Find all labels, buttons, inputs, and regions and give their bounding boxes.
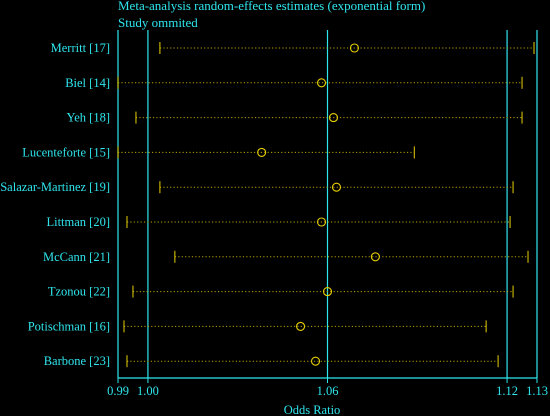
x-tick-label: 1.12: [496, 384, 518, 398]
x-tick-label: 1.00: [137, 384, 159, 398]
x-axis: 0.99 1.00 1.06 1.12 1.13: [107, 377, 548, 398]
study-label: Lucenteforte [15]: [22, 145, 110, 159]
point-estimate: [310, 356, 321, 366]
study-row: Littman [20]: [46, 215, 511, 229]
point-estimate: [316, 217, 327, 227]
point-estimate: [296, 321, 306, 331]
chart-title: Meta-analysis random-effects estimates (…: [118, 0, 425, 13]
study-row: Yeh [18]: [66, 111, 523, 125]
point-estimate: [316, 78, 327, 88]
point-estimate: [331, 182, 342, 192]
chart-subtitle: Study ommited: [118, 15, 198, 30]
point-estimate: [322, 287, 333, 297]
study-row: Lucenteforte [15]: [22, 145, 415, 159]
study-row: Salazar-Martinez [19]: [0, 180, 514, 194]
study-label: Barbone [23]: [44, 354, 110, 368]
point-estimate: [370, 252, 380, 262]
study-label: Salazar-Martinez [19]: [0, 180, 110, 194]
study-label: McCann [21]: [43, 250, 110, 264]
study-row: Barbone [23]: [44, 354, 499, 368]
point-estimate: [328, 113, 339, 123]
x-tick-label: 1.06: [317, 384, 339, 398]
study-label: Potischman [16]: [28, 319, 110, 333]
point-estimate: [349, 43, 359, 53]
study-row: Biel [14]: [65, 76, 523, 90]
study-rows: Merritt [17] Biel [14] Yeh [18] Lucentefort…: [0, 41, 535, 368]
point-estimate: [257, 147, 267, 157]
study-row: Tzonou [22]: [48, 285, 514, 299]
study-row: Potischman [16]: [28, 319, 487, 333]
study-label: Merritt [17]: [51, 41, 110, 55]
study-label: Littman [20]: [46, 215, 110, 229]
x-tick-label: 1.13: [526, 384, 548, 398]
study-row: McCann [21]: [43, 250, 529, 264]
x-axis-label: Odds Ratio: [284, 403, 341, 416]
x-tick-label: 0.99: [107, 384, 129, 398]
study-row: Merritt [17]: [51, 41, 535, 55]
study-label: Yeh [18]: [66, 111, 110, 125]
study-label: Tzonou [22]: [48, 285, 110, 299]
study-label: Biel [14]: [65, 76, 110, 90]
